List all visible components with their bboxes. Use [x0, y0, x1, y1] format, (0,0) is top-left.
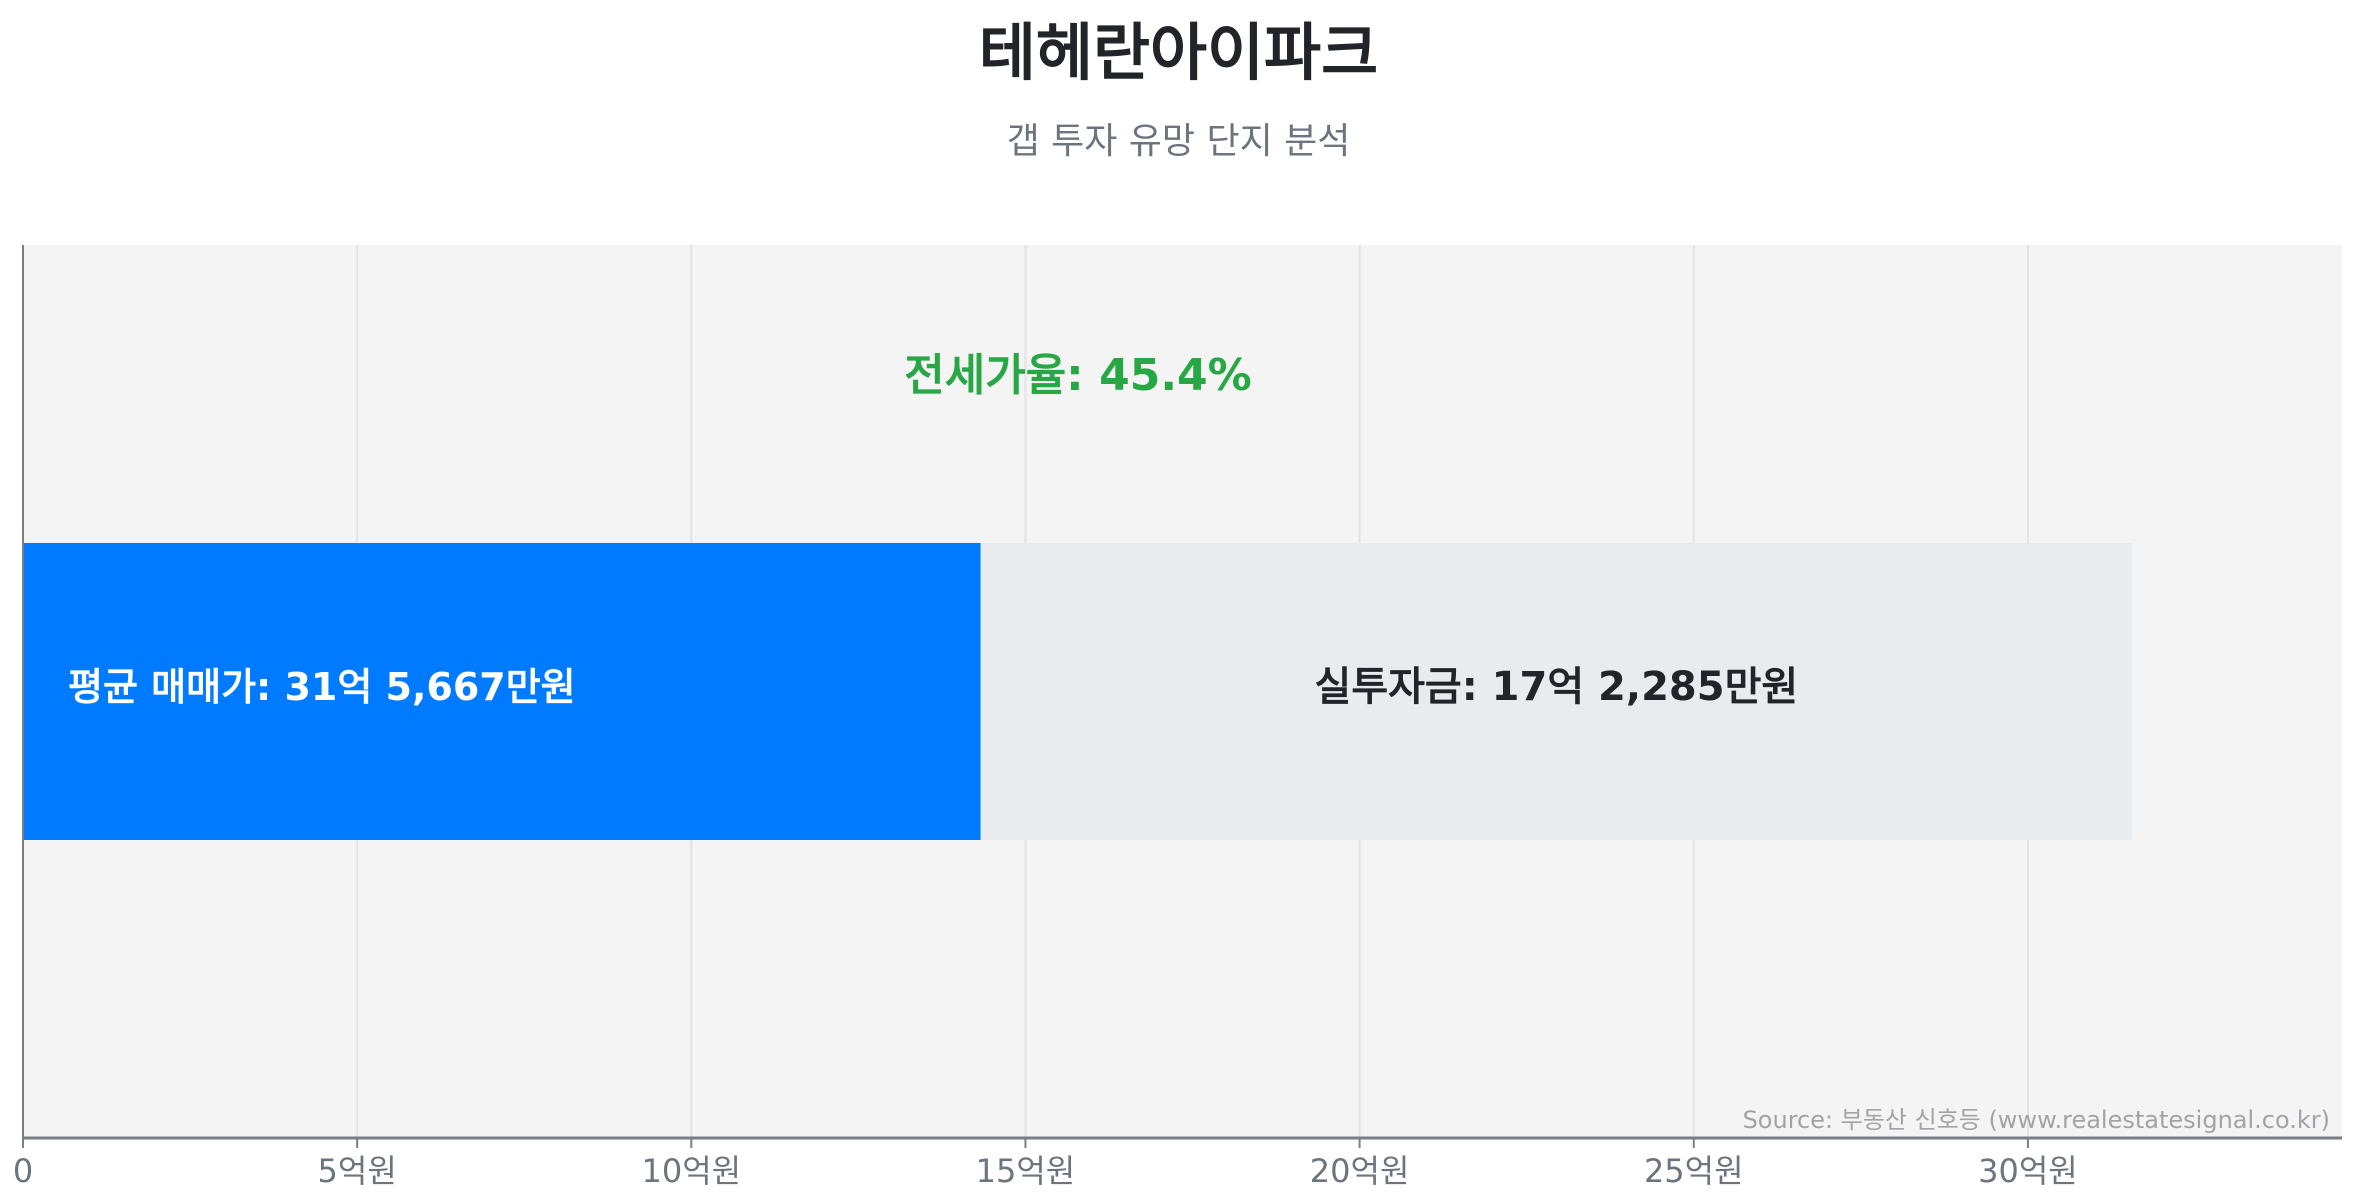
investment-label: 실투자금: 17억 2,285만원 — [1315, 664, 1799, 710]
chart-subtitle: 갭 투자 유망 단지 분석 — [1006, 121, 1351, 162]
x-tick-label: 15억원 — [976, 1152, 1076, 1190]
bar-jeonse-portion — [23, 543, 981, 840]
sale-price-label: 평균 매매가: 31억 5,667만원 — [68, 665, 576, 709]
x-tick-label: 20억원 — [1310, 1152, 1410, 1190]
source-note: Source: 부동산 신호등 (www.realestatesignal.co… — [1743, 1106, 2330, 1134]
x-tick-label: 0 — [13, 1152, 33, 1190]
bar-investment-portion — [980, 543, 2133, 840]
jeonse-ratio-annotation: 전세가율: 45.4% — [904, 350, 1251, 401]
x-tick-label: 5억원 — [318, 1152, 397, 1190]
x-tick-label: 25억원 — [1644, 1152, 1744, 1190]
x-tick-label: 30억원 — [1978, 1152, 2078, 1190]
x-tick-label: 10억원 — [641, 1152, 741, 1190]
chart-title: 테헤란아이파크 — [978, 16, 1379, 89]
